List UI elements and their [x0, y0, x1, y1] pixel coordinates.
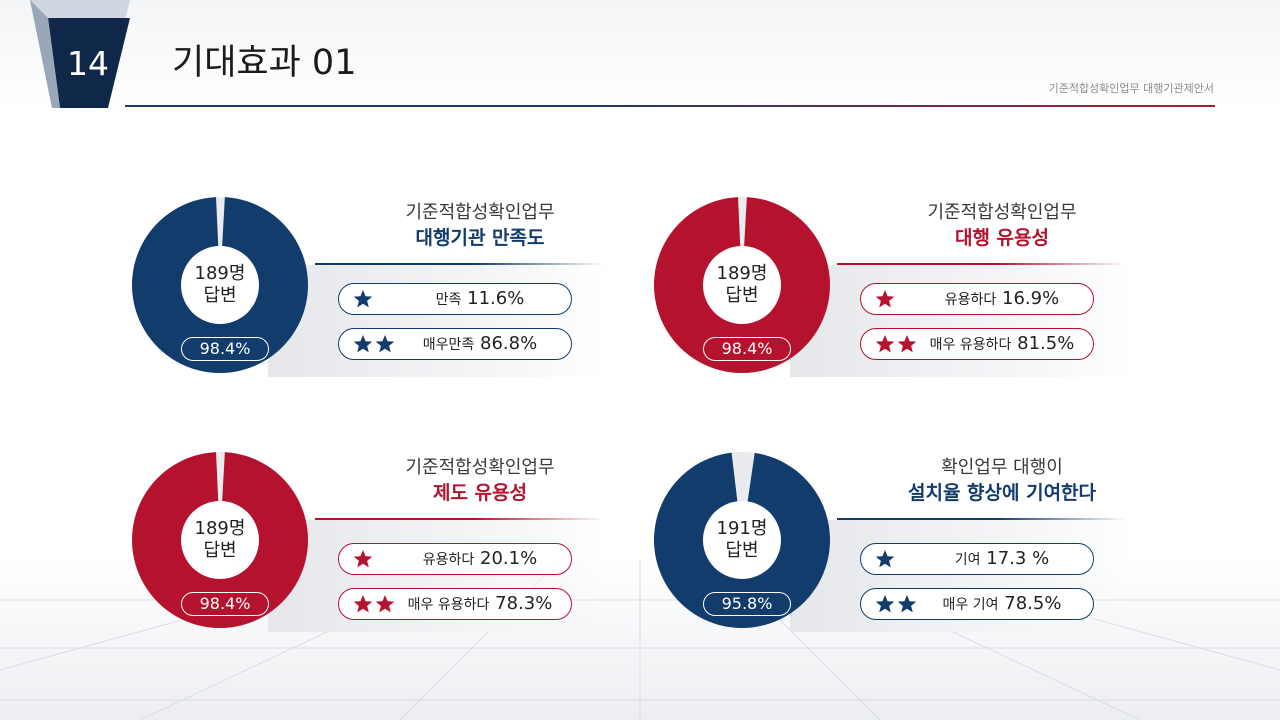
star-icon	[375, 335, 395, 353]
result-pill-positive: 유용하다 16.9%	[860, 283, 1094, 315]
star-icon	[875, 550, 895, 568]
result-value: 86.8%	[480, 333, 538, 354]
page-title: 기대효과 01	[172, 43, 357, 83]
respondent-count: 191명 답변	[703, 501, 781, 579]
star-rating-1	[353, 289, 375, 309]
result-value: 81.5%	[1017, 333, 1075, 354]
survey-panel-system-usefulness: 189명 답변 98.4% 기준적합성확인업무 제도 유용성 유용하다 20.1…	[130, 450, 630, 650]
result-label: 유용하다	[422, 552, 475, 568]
result-label: 기여	[954, 552, 981, 568]
result-pill-very-positive: 매우 유용하다 78.3%	[338, 588, 572, 620]
star-icon	[353, 550, 373, 568]
star-rating-2	[353, 334, 397, 354]
title-underline	[125, 105, 1215, 107]
result-pill-positive: 만족 11.6%	[338, 283, 572, 315]
panel-backdrop	[790, 265, 1130, 377]
panel-heading-line1: 확인업무 대행이	[941, 457, 1063, 478]
star-rating-2	[875, 594, 919, 614]
star-rating-2	[353, 594, 397, 614]
star-icon	[875, 595, 895, 613]
star-icon	[875, 290, 895, 308]
result-label: 유용하다	[944, 292, 997, 308]
survey-panel-agency-usefulness: 189명 답변 98.4% 기준적합성확인업무 대행 유용성 유용하다 16.9…	[652, 195, 1152, 395]
panel-accent-rule	[315, 518, 605, 520]
positive-rate-badge: 95.8%	[703, 592, 791, 616]
star-rating-1	[875, 289, 897, 309]
respondent-count-word: 답변	[203, 540, 237, 561]
result-value: 16.9%	[1002, 288, 1060, 309]
star-icon	[897, 595, 917, 613]
result-label: 매우만족	[422, 337, 475, 353]
star-rating-2	[875, 334, 919, 354]
respondent-count-word: 답변	[725, 540, 759, 561]
survey-panel-installation-contribution: 191명 답변 95.8% 확인업무 대행이 설치율 향상에 기여한다 기여 1…	[652, 450, 1152, 650]
star-rating-1	[875, 549, 897, 569]
document-caption: 기준적합성확인업무 대행기관제안서	[1048, 82, 1214, 95]
panel-heading-line2: 설치율 향상에 기여한다	[907, 482, 1097, 504]
result-pill-positive: 기여 17.3 %	[860, 543, 1094, 575]
result-value: 78.3%	[495, 593, 553, 614]
respondent-count-number: 189명	[194, 518, 246, 539]
star-icon	[897, 335, 917, 353]
result-value: 11.6%	[467, 288, 525, 309]
result-label: 매우 유용하다	[407, 597, 490, 613]
panel-accent-rule	[837, 518, 1127, 520]
result-value: 78.5%	[1004, 593, 1062, 614]
result-label: 만족	[435, 292, 462, 308]
respondent-count: 189명 답변	[703, 246, 781, 324]
star-rating-1	[353, 549, 375, 569]
panel-heading-line2: 제도 유용성	[432, 482, 527, 504]
positive-rate-badge: 98.4%	[181, 337, 269, 361]
positive-rate-badge: 98.4%	[181, 592, 269, 616]
positive-rate-badge: 98.4%	[703, 337, 791, 361]
panel-heading-line1: 기준적합성확인업무	[405, 202, 555, 223]
star-icon	[353, 290, 373, 308]
respondent-count-number: 189명	[194, 263, 246, 284]
star-icon	[375, 595, 395, 613]
respondent-count: 189명 답변	[181, 501, 259, 579]
star-icon	[353, 595, 373, 613]
panel-heading-line2: 대행 유용성	[954, 227, 1049, 249]
panel-heading-line1: 기준적합성확인업무	[405, 457, 555, 478]
respondent-count-word: 답변	[725, 285, 759, 306]
star-icon	[875, 335, 895, 353]
panel-heading-line1: 기준적합성확인업무	[927, 202, 1077, 223]
result-value: 17.3 %	[986, 548, 1050, 569]
result-pill-very-positive: 매우만족 86.8%	[338, 328, 572, 360]
result-pill-very-positive: 매우 유용하다 81.5%	[860, 328, 1094, 360]
respondent-count-word: 답변	[203, 285, 237, 306]
page-badge	[30, 0, 130, 108]
result-pill-positive: 유용하다 20.1%	[338, 543, 572, 575]
page-number: 14	[67, 44, 109, 83]
panel-accent-rule	[837, 263, 1127, 265]
survey-panel-satisfaction: 189명 답변 98.4% 기준적합성확인업무 대행기관 만족도 만족 11.6…	[130, 195, 630, 395]
respondent-count-number: 189명	[716, 263, 768, 284]
header-band	[0, 0, 1280, 108]
panel-backdrop	[268, 265, 608, 377]
result-value: 20.1%	[480, 548, 538, 569]
result-label: 매우 기여	[942, 597, 999, 613]
result-label: 매우 유용하다	[929, 337, 1012, 353]
result-pill-very-positive: 매우 기여 78.5%	[860, 588, 1094, 620]
panel-heading-line2: 대행기관 만족도	[415, 227, 545, 249]
star-icon	[353, 335, 373, 353]
respondent-count-number: 191명	[716, 518, 768, 539]
respondent-count: 189명 답변	[181, 246, 259, 324]
panel-accent-rule	[315, 263, 605, 265]
